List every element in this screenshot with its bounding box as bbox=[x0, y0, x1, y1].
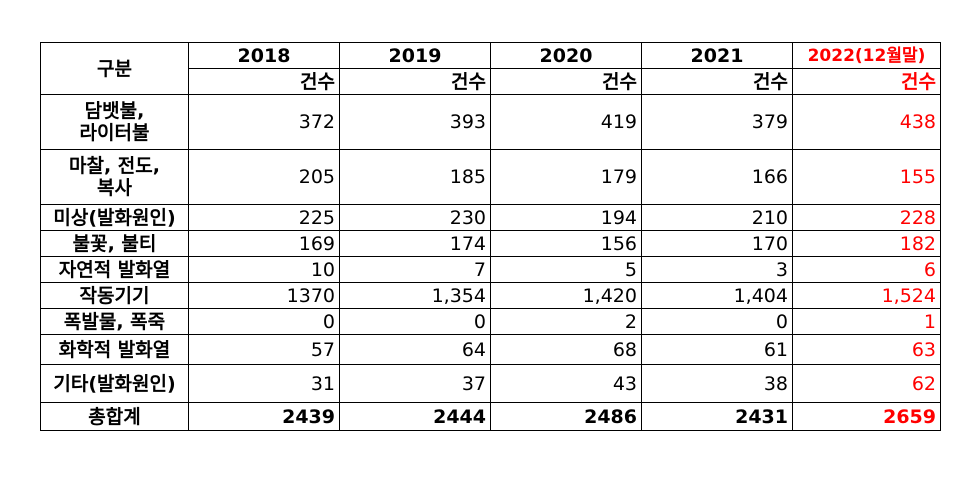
table-row: 화학적 발화열 57 64 68 61 63 bbox=[40, 334, 941, 365]
table-cell: 1,404 bbox=[641, 282, 793, 309]
table-cell: 0 bbox=[339, 308, 491, 335]
year-header: 2019 bbox=[339, 42, 491, 69]
table-cell: 185 bbox=[339, 149, 491, 205]
total-label: 총합계 bbox=[40, 402, 189, 431]
total-row: 총합계 2439 2444 2486 2431 2659 bbox=[40, 402, 941, 431]
table-cell-highlight: 155 bbox=[792, 149, 941, 205]
table-cell: 156 bbox=[490, 230, 642, 257]
table-cell: 2 bbox=[490, 308, 642, 335]
year-header-highlight: 2022(12월말) bbox=[792, 42, 941, 69]
row-label-line: 라이터불 bbox=[79, 122, 150, 144]
table-cell: 210 bbox=[641, 204, 793, 231]
table-cell: 57 bbox=[188, 334, 340, 365]
table-cell: 205 bbox=[188, 149, 340, 205]
table-cell: 179 bbox=[490, 149, 642, 205]
row-label: 불꽃, 불티 bbox=[40, 230, 189, 257]
table-cell: 1,354 bbox=[339, 282, 491, 309]
table-body: 구분 2018 2019 2020 2021 2022(12월말) 건수 건수 … bbox=[40, 42, 941, 431]
table-cell-highlight: 182 bbox=[792, 230, 941, 257]
table-cell: 1,420 bbox=[490, 282, 642, 309]
table-cell: 7 bbox=[339, 256, 491, 283]
table-cell: 68 bbox=[490, 334, 642, 365]
table-cell: 170 bbox=[641, 230, 793, 257]
row-label: 기타(발화원인) bbox=[40, 364, 189, 403]
unit-header: 건수 bbox=[641, 68, 793, 95]
table-cell: 43 bbox=[490, 364, 642, 403]
total-cell: 2439 bbox=[188, 402, 340, 431]
total-cell: 2444 bbox=[339, 402, 491, 431]
table-cell-highlight: 6 bbox=[792, 256, 941, 283]
table-row: 불꽃, 불티 169 174 156 170 182 bbox=[40, 230, 941, 257]
fire-cause-table: 구분 2018 2019 2020 2021 2022(12월말) 건수 건수 … bbox=[40, 42, 941, 431]
table-row: 폭발물, 폭죽 0 0 2 0 1 bbox=[40, 308, 941, 335]
table-cell: 372 bbox=[188, 94, 340, 150]
row-label-line: 마찰, 전도, bbox=[69, 155, 160, 177]
corner-label: 구분 bbox=[40, 42, 189, 95]
table-cell-highlight: 62 bbox=[792, 364, 941, 403]
table-cell: 169 bbox=[188, 230, 340, 257]
row-label: 작동기기 bbox=[40, 282, 189, 309]
table-cell: 225 bbox=[188, 204, 340, 231]
total-cell: 2486 bbox=[490, 402, 642, 431]
table-cell: 10 bbox=[188, 256, 340, 283]
table-cell: 379 bbox=[641, 94, 793, 150]
table-row: 자연적 발화열 10 7 5 3 6 bbox=[40, 256, 941, 283]
total-cell: 2431 bbox=[641, 402, 793, 431]
table-cell: 3 bbox=[641, 256, 793, 283]
table-cell: 166 bbox=[641, 149, 793, 205]
table-row: 미상(발화원인) 225 230 194 210 228 bbox=[40, 204, 941, 231]
table-cell: 230 bbox=[339, 204, 491, 231]
table-cell-highlight: 1 bbox=[792, 308, 941, 335]
row-label: 미상(발화원인) bbox=[40, 204, 189, 231]
table-cell: 64 bbox=[339, 334, 491, 365]
table-cell-highlight: 1,524 bbox=[792, 282, 941, 309]
table-cell: 0 bbox=[641, 308, 793, 335]
table-cell: 61 bbox=[641, 334, 793, 365]
row-label: 담뱃불, 라이터불 bbox=[40, 94, 189, 150]
table-row: 기타(발화원인) 31 37 43 38 62 bbox=[40, 364, 941, 403]
row-label: 마찰, 전도, 복사 bbox=[40, 149, 189, 205]
row-label: 자연적 발화열 bbox=[40, 256, 189, 283]
table-row: 작동기기 1370 1,354 1,420 1,404 1,524 bbox=[40, 282, 941, 309]
table-cell-highlight: 438 bbox=[792, 94, 941, 150]
unit-header: 건수 bbox=[490, 68, 642, 95]
table-cell: 37 bbox=[339, 364, 491, 403]
year-header: 2020 bbox=[490, 42, 642, 69]
header-year-row: 구분 2018 2019 2020 2021 2022(12월말) bbox=[40, 42, 941, 95]
year-header: 2018 bbox=[188, 42, 340, 69]
table-row: 담뱃불, 라이터불 372 393 419 379 438 bbox=[40, 94, 941, 150]
table-cell: 5 bbox=[490, 256, 642, 283]
table-cell: 393 bbox=[339, 94, 491, 150]
header-unit-row: 건수 건수 건수 건수 건수 bbox=[41, 68, 941, 95]
unit-header: 건수 bbox=[188, 68, 340, 95]
row-label-line: 담뱃불, bbox=[84, 100, 145, 122]
table-cell: 1370 bbox=[188, 282, 340, 309]
table-cell: 0 bbox=[188, 308, 340, 335]
unit-header: 건수 bbox=[339, 68, 491, 95]
year-header: 2021 bbox=[641, 42, 793, 69]
table-cell: 419 bbox=[490, 94, 642, 150]
table-cell-highlight: 228 bbox=[792, 204, 941, 231]
unit-header-highlight: 건수 bbox=[792, 68, 941, 95]
row-label-line: 복사 bbox=[97, 177, 132, 199]
table-cell: 174 bbox=[339, 230, 491, 257]
table-cell-highlight: 63 bbox=[792, 334, 941, 365]
table-cell: 38 bbox=[641, 364, 793, 403]
table-cell: 194 bbox=[490, 204, 642, 231]
total-cell-highlight: 2659 bbox=[792, 402, 941, 431]
table-row: 마찰, 전도, 복사 205 185 179 166 155 bbox=[40, 149, 941, 205]
row-label: 화학적 발화열 bbox=[40, 334, 189, 365]
row-label: 폭발물, 폭죽 bbox=[40, 308, 189, 335]
table-cell: 31 bbox=[188, 364, 340, 403]
